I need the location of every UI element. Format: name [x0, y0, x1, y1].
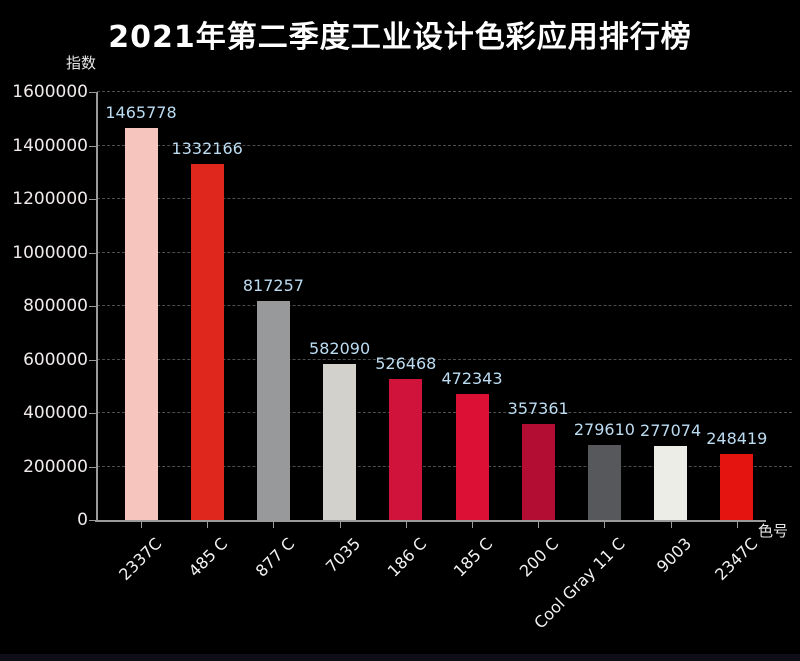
bar-value-label: 357361	[507, 399, 569, 419]
y-axis-line	[96, 92, 98, 522]
y-axis-tick	[89, 252, 96, 254]
y-axis-tick	[89, 359, 96, 361]
bar-value-label: 526468	[375, 354, 437, 374]
x-axis-category-label: 9003	[652, 534, 696, 577]
x-axis-category-label: 2337C	[115, 534, 166, 585]
bar[interactable]	[720, 453, 754, 520]
bar[interactable]	[124, 127, 158, 520]
x-axis-tick	[207, 522, 209, 528]
x-axis-tick	[339, 522, 341, 528]
bar-value-label: 582090	[309, 339, 371, 359]
bar-value-label: 1332166	[171, 138, 243, 158]
bar-value-label: 248419	[706, 428, 768, 448]
x-axis-category-label: 2347C	[711, 534, 762, 585]
x-axis-category-label: 200 C	[516, 534, 563, 581]
bar[interactable]	[455, 393, 489, 520]
x-axis-category-label: 7035	[321, 534, 365, 577]
x-axis-category-label: 877 C	[251, 534, 298, 581]
y-gridline	[97, 91, 792, 92]
y-axis-tick-label: 1400000	[12, 135, 88, 156]
y-axis-tick-label: 800000	[23, 296, 88, 316]
x-axis-line	[95, 520, 766, 522]
x-axis-category-label: 186 C	[383, 534, 431, 581]
y-axis-tick-label: 1600000	[12, 82, 88, 102]
y-axis-tick	[89, 199, 96, 200]
bar[interactable]	[389, 379, 423, 520]
y-axis-tick	[89, 145, 96, 147]
y-axis-tick	[89, 413, 96, 414]
y-axis-title: 指数	[66, 54, 97, 72]
y-gridline	[97, 198, 792, 199]
x-axis-tick	[670, 522, 672, 528]
bar[interactable]	[587, 445, 621, 520]
y-gridline	[97, 305, 792, 306]
x-axis-title: 色号	[758, 522, 789, 540]
bar[interactable]	[654, 445, 688, 520]
x-axis-category-label: 485 C	[185, 534, 232, 581]
x-axis-tick	[736, 522, 738, 528]
bar-value-label: 472343	[441, 368, 503, 388]
bar[interactable]	[521, 424, 555, 520]
bar-value-label: 817257	[242, 276, 304, 296]
bar[interactable]	[190, 163, 224, 520]
x-axis-tick	[273, 522, 275, 528]
bar-value-label: 1465778	[105, 102, 177, 122]
x-axis-tick	[141, 522, 142, 528]
y-axis-tick	[89, 306, 96, 307]
y-axis-tick-label: 600000	[23, 349, 88, 370]
y-gridline	[97, 412, 792, 413]
bar[interactable]	[256, 301, 290, 520]
y-axis-tick-label: 1200000	[12, 189, 88, 209]
chart-title: 2021年第二季度工业设计色彩应用排行榜	[108, 20, 692, 55]
x-axis-tick	[538, 522, 540, 528]
x-axis-category-label: 185 C	[449, 534, 497, 581]
bar-value-label: 279610	[573, 420, 635, 440]
y-gridline	[97, 465, 792, 467]
y-gridline	[97, 358, 792, 360]
y-gridline	[97, 251, 792, 253]
y-axis-tick-label: 1000000	[12, 242, 88, 263]
footer-strip	[0, 654, 800, 661]
x-axis-tick	[472, 522, 473, 528]
y-axis-tick	[89, 466, 96, 468]
x-axis-tick	[604, 522, 606, 528]
x-axis-tick	[405, 522, 407, 528]
y-axis-tick-label: 0	[77, 510, 88, 530]
y-axis-tick	[89, 520, 96, 521]
bar[interactable]	[323, 364, 357, 520]
y-axis-tick-label: 400000	[23, 403, 88, 423]
y-axis-tick-label: 200000	[23, 456, 88, 477]
y-axis-tick	[89, 92, 96, 93]
y-gridline	[97, 144, 792, 146]
bar-value-label: 277074	[640, 420, 702, 440]
